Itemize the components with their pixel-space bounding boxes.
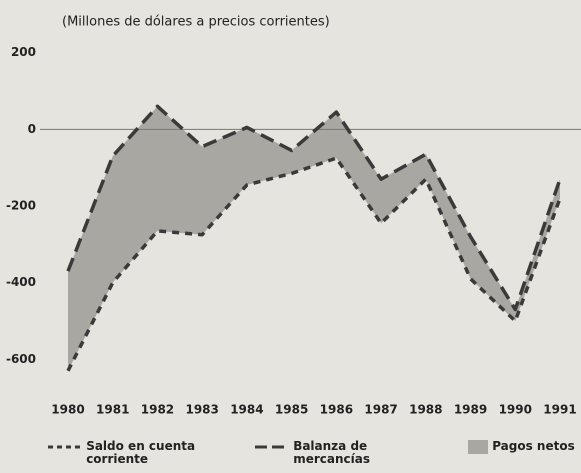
x-tick-label: 1987: [364, 403, 397, 417]
legend-label: Saldo en cuenta corriente: [86, 439, 196, 466]
area: [68, 106, 560, 371]
x-tick-label: 1990: [499, 403, 532, 417]
legend-swatch: [48, 445, 82, 448]
x-tick-label: 1985: [275, 403, 308, 417]
legend-item: Saldo en cuenta corriente: [48, 440, 196, 466]
y-tick-label: 0: [28, 122, 36, 136]
x-tick-label: 1982: [141, 403, 174, 417]
legend-label: Pagos netos: [492, 439, 575, 453]
chart-title: (Millones de dólares a precios corriente…: [62, 15, 330, 30]
x-tick-label: 1981: [96, 403, 129, 417]
x-tick-label: 1991: [543, 403, 576, 417]
x-tick-label: 1989: [454, 403, 487, 417]
x-tick-label: 1986: [320, 403, 353, 417]
legend-swatch: [468, 440, 488, 454]
legend-item: Pagos netos: [468, 440, 575, 454]
x-tick-label: 1983: [185, 403, 218, 417]
legend-item: Balanza de mercancías: [255, 440, 383, 466]
y-tick-label: 200: [11, 45, 36, 59]
y-tick-label: -600: [6, 352, 36, 366]
x-tick-label: 1988: [409, 403, 442, 417]
legend-swatch: [255, 445, 289, 448]
y-tick-label: -200: [6, 199, 36, 213]
y-tick-label: -400: [6, 275, 36, 289]
line: [66, 104, 562, 312]
legend-label: Balanza de mercancías: [293, 439, 370, 466]
x-tick-label: 1984: [230, 403, 263, 417]
x-tick-label: 1980: [51, 403, 84, 417]
